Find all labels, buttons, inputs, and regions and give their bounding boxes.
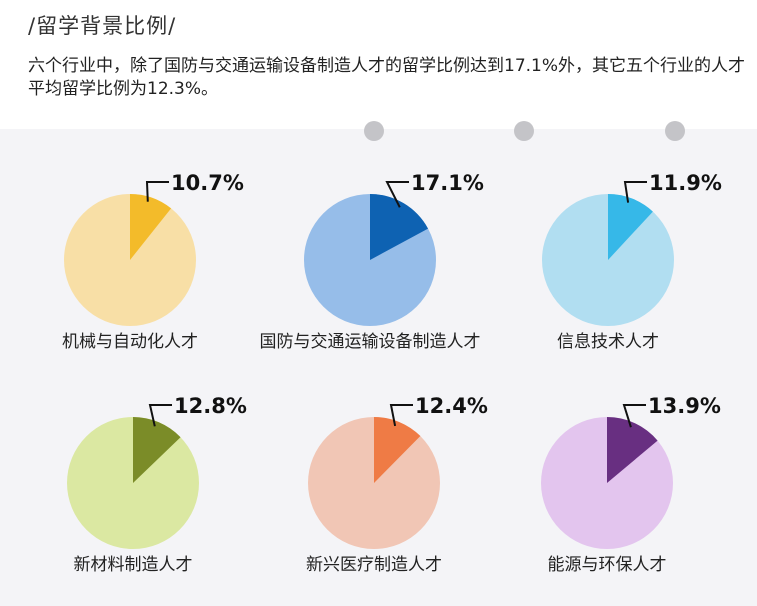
decorative-dot — [364, 121, 384, 141]
pie-value-slice — [608, 194, 653, 260]
pie-value-slice — [130, 194, 172, 260]
category-label: 国防与交通运输设备制造人才 — [260, 332, 481, 352]
pie-value-slice — [374, 417, 421, 483]
category-label: 新材料制造人才 — [74, 555, 193, 575]
percent-label: 10.7% — [171, 171, 244, 195]
pie-chart: 12.8% 新材料制造人才 — [67, 394, 247, 575]
pie-chart: 13.9% 能源与环保人才 — [541, 394, 721, 575]
leader-line — [622, 404, 646, 428]
category-label: 机械与自动化人才 — [62, 332, 198, 352]
pie-value-slice — [607, 417, 658, 483]
page-description: 六个行业中，除了国防与交通运输设备制造人才的留学比例达到17.1%外，其它五个行… — [28, 56, 746, 99]
percent-label: 12.8% — [174, 394, 247, 418]
percent-label: 12.4% — [415, 394, 488, 418]
category-label: 能源与环保人才 — [548, 555, 667, 575]
pie-value-slice — [133, 417, 181, 483]
percent-label: 13.9% — [648, 394, 721, 418]
leader-line — [623, 181, 647, 203]
pie-value-slice — [370, 194, 429, 260]
category-label: 信息技术人才 — [557, 332, 659, 352]
pie-chart: 11.9% 信息技术人才 — [542, 171, 722, 352]
pie-chart: 10.7% 机械与自动化人才 — [62, 171, 244, 352]
page-title: /留学背景比例/ — [28, 14, 177, 38]
percent-label: 11.9% — [649, 171, 722, 195]
pie-chart: 17.1% 国防与交通运输设备制造人才 — [260, 171, 484, 352]
leader-line — [148, 404, 172, 427]
percent-label: 17.1% — [411, 171, 484, 195]
decorative-dot — [514, 121, 534, 141]
leader-line — [389, 404, 413, 427]
pie-chart: 12.4% 新兴医疗制造人才 — [306, 394, 488, 575]
decorative-dot — [665, 121, 685, 141]
category-label: 新兴医疗制造人才 — [306, 555, 442, 575]
leader-line — [145, 181, 169, 202]
leader-line — [385, 181, 409, 208]
